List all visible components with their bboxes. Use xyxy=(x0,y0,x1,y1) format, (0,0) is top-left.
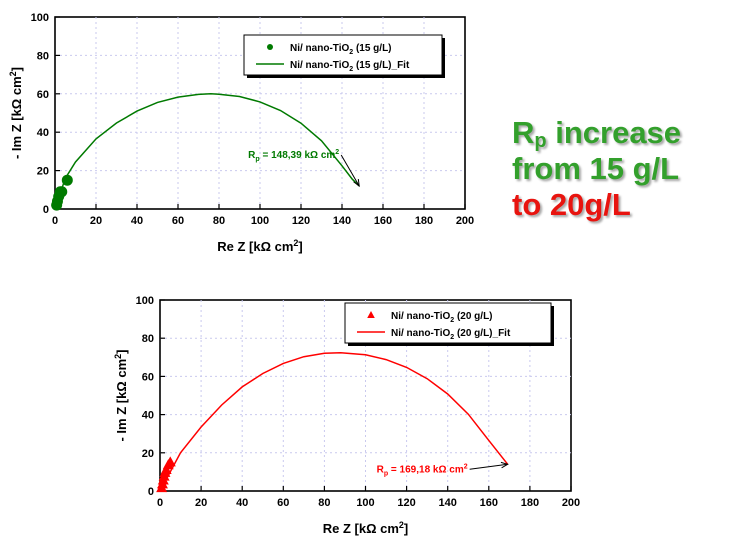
y-axis-title: - Im Z [kΩ cm2] xyxy=(8,67,24,159)
x-tick-label: 200 xyxy=(456,215,474,227)
legend-label: Ni/ nano-TiO2 (20 g/L)_Fit xyxy=(391,328,511,341)
legend-label: Ni/ nano-TiO2 (15 g/L)_Fit xyxy=(290,60,410,73)
y-tick-label: 80 xyxy=(142,333,154,345)
annotation-arrowhead xyxy=(353,178,360,188)
annotation-arrow xyxy=(340,154,360,187)
legend-marker-swatch xyxy=(367,311,375,318)
rp-annotation: Rp = 148,39 kΩ cm2 xyxy=(248,149,339,163)
x-tick-label: 200 xyxy=(562,497,580,509)
y-tick-label: 0 xyxy=(43,204,49,216)
callout-line-2: from 15 g/L xyxy=(512,151,680,186)
x-tick-label: 60 xyxy=(277,497,289,509)
x-tick-label: 180 xyxy=(415,215,433,227)
x-tick-label: 40 xyxy=(131,215,143,227)
x-tick-label: 140 xyxy=(333,215,351,227)
data-point xyxy=(164,456,176,467)
x-tick-label: 80 xyxy=(318,497,330,509)
y-tick-label: 80 xyxy=(37,50,49,62)
callout-line-1: Rp increase xyxy=(512,115,682,152)
x-tick-label: 20 xyxy=(90,215,102,227)
x-tick-label: 0 xyxy=(52,215,58,227)
legend-box xyxy=(344,302,552,344)
x-tick-label: 160 xyxy=(480,497,498,509)
x-axis-title: Re Z [kΩ cm2] xyxy=(217,238,303,254)
x-tick-label: 100 xyxy=(251,215,269,227)
x-tick-label: 0 xyxy=(157,497,163,509)
legend-box xyxy=(243,34,443,76)
y-tick-label: 0 xyxy=(148,486,154,498)
annotation-arrow xyxy=(469,463,508,470)
annotation-arrowhead xyxy=(500,461,509,469)
legend-label: Ni/ nano-TiO2 (15 g/L) xyxy=(290,43,392,56)
y-tick-label: 100 xyxy=(31,12,49,24)
fit-curve xyxy=(54,93,360,210)
y-tick-label: 40 xyxy=(37,127,49,139)
x-axis-title: Re Z [kΩ cm2] xyxy=(323,520,409,536)
y-axis-title: - Im Z [kΩ cm2] xyxy=(113,349,129,441)
legend-label: Ni/ nano-TiO2 (20 g/L) xyxy=(391,311,493,324)
x-tick-label: 80 xyxy=(213,215,225,227)
y-tick-label: 20 xyxy=(142,448,154,460)
rp-annotation: Rp = 169,18 kΩ cm2 xyxy=(377,463,468,477)
y-tick-label: 100 xyxy=(136,295,154,307)
y-tick-label: 20 xyxy=(37,166,49,178)
x-tick-label: 120 xyxy=(292,215,310,227)
rp-increase-callout: Rp increase from 15 g/L to 20g/L xyxy=(512,115,730,223)
x-tick-label: 180 xyxy=(521,497,539,509)
x-tick-label: 160 xyxy=(374,215,392,227)
callout-line-3: to 20g/L xyxy=(512,187,631,222)
x-tick-label: 120 xyxy=(397,497,415,509)
x-tick-label: 40 xyxy=(236,497,248,509)
y-tick-label: 40 xyxy=(142,410,154,422)
y-tick-label: 60 xyxy=(142,371,154,383)
data-point xyxy=(61,174,73,186)
data-point xyxy=(56,186,68,198)
fit-curve xyxy=(159,351,509,492)
legend-marker-swatch xyxy=(267,44,273,50)
x-tick-label: 60 xyxy=(172,215,184,227)
nyquist-chart-20gl: 0 20 40 60 80 100 120 140 160 180 200 0 20 40 60 80 100 R… xyxy=(113,295,580,536)
y-tick-label: 60 xyxy=(37,89,49,101)
nyquist-chart-15gl: 0 20 40 60 80 100 120 140 160 180 200 0 20 40 60 80 100 R… xyxy=(8,12,474,254)
x-tick-label: 100 xyxy=(356,497,374,509)
x-tick-label: 140 xyxy=(439,497,457,509)
x-tick-label: 20 xyxy=(195,497,207,509)
